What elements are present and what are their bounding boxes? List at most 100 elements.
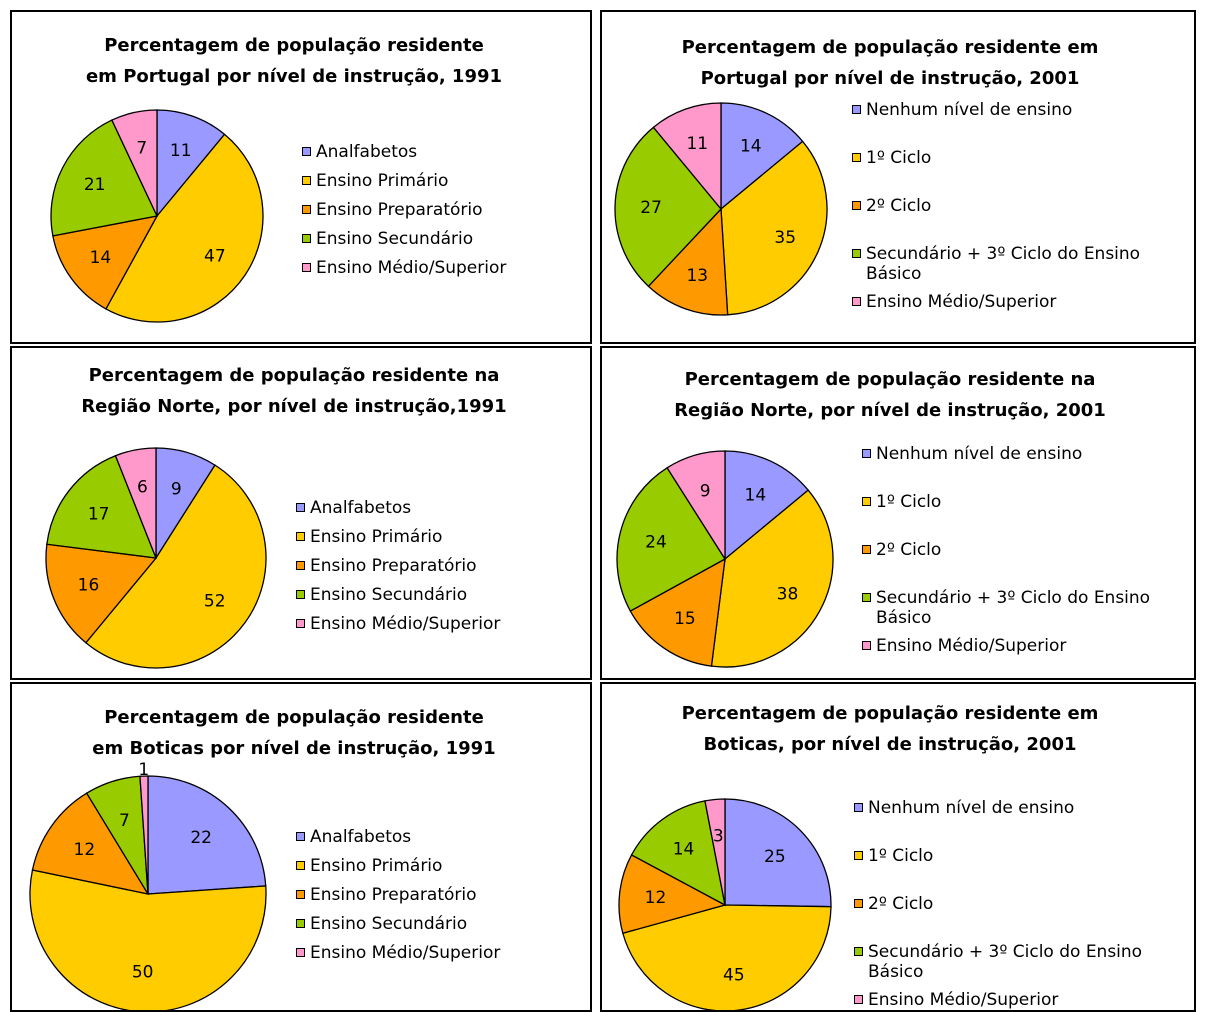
data-label-secundario-3-ciclo-do-ensino-basico: 14 (673, 840, 695, 860)
legend-swatch (852, 249, 861, 258)
legend-swatch (862, 497, 871, 506)
legend-swatch (296, 948, 305, 957)
pie-slice-ensino-preparatorio (52, 215, 159, 310)
data-label-analfabetos: 9 (171, 479, 182, 499)
data-label-2-ciclo: 12 (645, 888, 667, 908)
legend-item-1-ciclo: 1º Ciclo (852, 148, 1192, 196)
legend-label: Ensino Médio/Superior (866, 292, 1057, 312)
legend-item-analfabetos: Analfabetos (296, 827, 500, 856)
data-label-analfabetos: 22 (190, 828, 212, 848)
legend-item-ensino-medio-superior: Ensino Médio/Superior (854, 990, 1194, 1010)
legend-item-ensino-preparatorio: Ensino Preparatório (302, 200, 506, 229)
legend-label: Nenhum nível de ensino (866, 100, 1073, 120)
legend-label: Ensino Médio/Superior (876, 636, 1067, 656)
pie-slice-ensino-primario (84, 464, 267, 669)
data-label-ensino-secundario: 21 (84, 175, 106, 195)
legend-swatch (296, 590, 305, 599)
chart-title-line-1: Percentagem de população residente na (684, 369, 1096, 390)
legend-label: 1º Ciclo (876, 492, 942, 512)
pie-slice-ensino-medio-superior (139, 775, 149, 895)
legend-item-ensino-secundario: Ensino Secundário (296, 914, 500, 943)
legend-swatch (852, 105, 861, 114)
legend-swatch (854, 947, 863, 956)
legend-label: Ensino Secundário (316, 229, 474, 249)
chart-panel-norte-2001: Percentagem de população residente na Re… (600, 346, 1196, 680)
legend-swatch (302, 176, 311, 185)
pie-chart: 22 50 12 7 1 (29, 760, 267, 1010)
data-label-nenhum-nivel-de-ensino: 14 (740, 137, 762, 157)
pie-slice-ensino-medio-superior (114, 447, 157, 559)
data-label-nenhum-nivel-de-ensino: 25 (764, 847, 786, 867)
legend-label: 2º Ciclo (866, 196, 932, 216)
pie-slice-ensino-preparatorio (45, 543, 158, 644)
legend-item-2-ciclo: 2º Ciclo (854, 894, 1194, 942)
data-label-secundario-3-ciclo-do-ensino-basico: 27 (640, 198, 662, 218)
data-label-ensino-medio-superior: 7 (136, 139, 147, 159)
data-label-1-ciclo: 45 (723, 965, 745, 985)
chart-legend: Analfabetos Ensino Primário Ensino Prepara… (302, 142, 506, 278)
pie-slice-ensino-primario (29, 869, 267, 1010)
data-label-ensino-preparatorio: 14 (90, 248, 112, 268)
pie-slice-2-ciclo (618, 854, 727, 935)
chart-title-line-1: Percentagem de população residente (104, 35, 484, 56)
legend-item-ensino-primario: Ensino Primário (296, 527, 500, 556)
legend-label: Ensino Médio/Superior (316, 258, 507, 278)
pie-slice-analfabetos (147, 775, 267, 895)
legend-item-2-ciclo: 2º Ciclo (862, 540, 1192, 588)
legend-item-ensino-medio-superior: Ensino Médio/Superior (302, 258, 506, 278)
data-label-ensino-medio-superior: 9 (700, 482, 711, 502)
data-label-1-ciclo: 38 (777, 584, 799, 604)
legend-label: Ensino Preparatório (310, 885, 477, 905)
chart-title-line-1: Percentagem de população residente (104, 707, 484, 728)
legend-swatch (296, 532, 305, 541)
chart-title-line-1: Percentagem de população residente em (681, 703, 1099, 724)
pie-chart: 9 52 16 17 6 (45, 447, 267, 669)
legend-label: 1º Ciclo (868, 846, 934, 866)
legend-swatch (302, 234, 311, 243)
chart-legend: Nenhum nível de ensino 1º Ciclo 2º Ciclo Se… (852, 100, 1192, 312)
pie-slice-ensino-medio-superior (111, 109, 158, 217)
chart-title-line-2: Região Norte, por nível de instrução, 20… (674, 400, 1106, 421)
legend-item-ensino-medio-superior: Ensino Médio/Superior (296, 614, 500, 634)
legend-item-secundario-3-ciclo-do-ensino-basico: Secundário + 3º Ciclo do Ensino Básico (852, 244, 1192, 292)
chart-title-line-1: Percentagem de população residente na (88, 365, 500, 386)
data-label-ensino-secundario: 17 (88, 505, 110, 525)
legend-label: Ensino Preparatório (310, 556, 477, 576)
pie-slice-secundario-3-ciclo-do-ensino-basico (616, 466, 726, 612)
data-label-analfabetos: 11 (170, 141, 192, 161)
pie-chart: 25 45 12 14 3 (618, 798, 832, 1010)
legend-item-ensino-primario: Ensino Primário (296, 856, 500, 885)
legend-item-ensino-primario: Ensino Primário (302, 171, 506, 200)
chart-title: Percentagem de população residente em Bo… (12, 702, 590, 764)
legend-label: Ensino Primário (310, 856, 443, 876)
legend-item-nenhum-nivel-de-ensino: Nenhum nível de ensino (852, 100, 1192, 148)
chart-title-line-2: em Portugal por nível de instrução, 1991 (85, 66, 503, 87)
legend-label: Ensino Médio/Superior (310, 943, 501, 963)
legend-swatch (302, 205, 311, 214)
data-label-ensino-preparatorio: 12 (74, 840, 96, 860)
data-label-2-ciclo: 15 (674, 609, 696, 629)
legend-label: Nenhum nível de ensino (876, 444, 1083, 464)
legend-swatch (862, 593, 871, 602)
legend-label: Analfabetos (316, 142, 418, 162)
chart-legend: Analfabetos Ensino Primário Ensino Prepara… (296, 498, 500, 634)
pie-chart: 14 35 13 27 11 (614, 102, 828, 316)
legend-swatch (296, 503, 305, 512)
data-label-ensino-medio-superior: 6 (137, 478, 148, 498)
legend-swatch (862, 545, 871, 554)
chart-panel-portugal-2001: Percentagem de população residente em Po… (600, 10, 1196, 344)
pie-slice-nenhum-nivel-de-ensino (720, 102, 804, 211)
legend-label: Ensino Médio/Superior (310, 614, 501, 634)
legend-label: Ensino Secundário (310, 585, 468, 605)
pie-slice-ensino-medio-superior (704, 798, 726, 906)
legend-swatch (296, 919, 305, 928)
legend-label: Nenhum nível de ensino (868, 798, 1075, 818)
chart-title: Percentagem de população residente em Po… (12, 30, 590, 92)
legend-item-ensino-medio-superior: Ensino Médio/Superior (862, 636, 1192, 656)
legend-label: Ensino Médio/Superior (868, 990, 1059, 1010)
legend-label: Secundário + 3º Ciclo do Ensino Básico (868, 942, 1143, 982)
legend-swatch (296, 619, 305, 628)
chart-title-line-1: Percentagem de população residente em (681, 37, 1099, 58)
pie-slice-ensino-medio-superior (666, 450, 726, 562)
pie-slice-analfabetos (156, 109, 226, 218)
